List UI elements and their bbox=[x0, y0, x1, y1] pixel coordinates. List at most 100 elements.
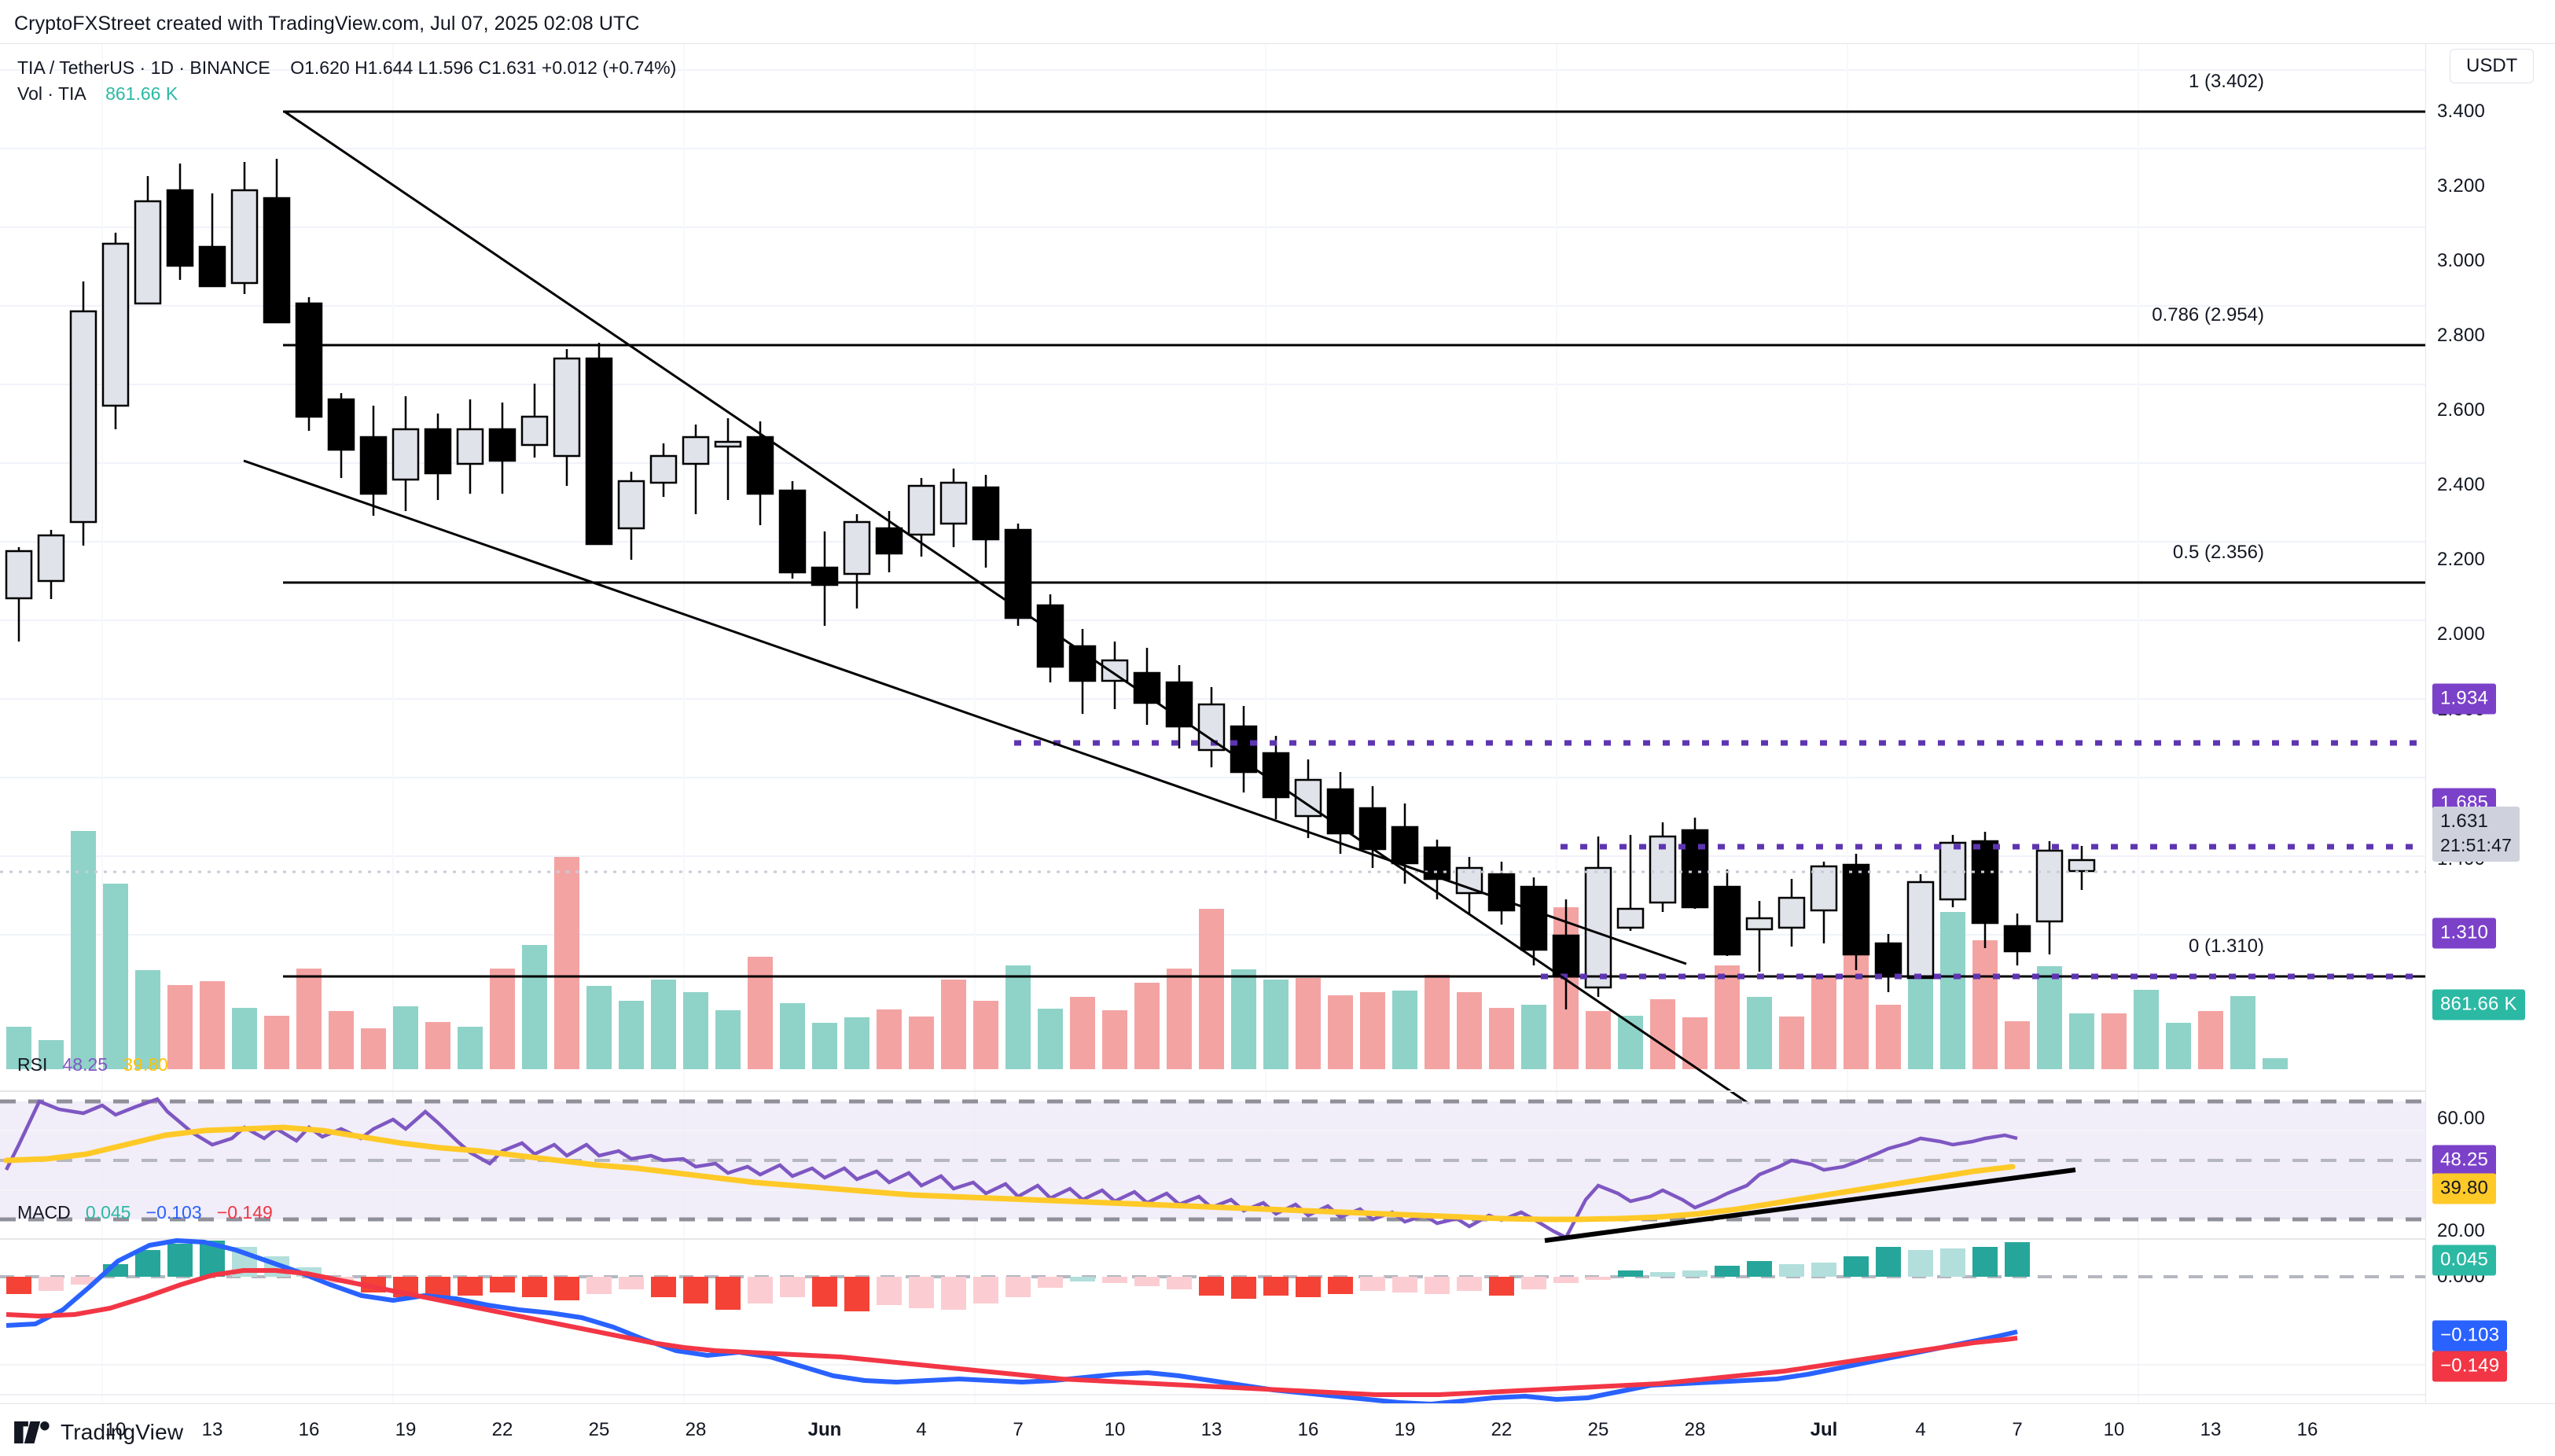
candle bbox=[553, 349, 581, 486]
candle bbox=[1842, 854, 1870, 970]
rsi-band-fill bbox=[0, 1101, 2425, 1219]
rsi-pane[interactable] bbox=[0, 1097, 2425, 1243]
candle bbox=[37, 530, 65, 599]
time-label-16: 25 bbox=[1587, 1419, 1609, 1440]
time-label-1: 10 bbox=[105, 1419, 127, 1440]
time-label-22: 13 bbox=[2200, 1419, 2222, 1440]
candle bbox=[2068, 846, 2096, 890]
price-badge-1310[interactable]: 1.310 bbox=[2432, 917, 2497, 949]
price-badge-last[interactable]: 1.631 21:51:47 bbox=[2432, 807, 2520, 862]
time-label-10: 7 bbox=[1013, 1419, 1024, 1440]
time-label-4: 19 bbox=[395, 1419, 417, 1440]
price-tick-2600: 2.600 bbox=[2437, 399, 2486, 421]
candlestick-series bbox=[5, 159, 2096, 1009]
rsi-ma-line bbox=[3, 1124, 2016, 1223]
candle bbox=[649, 443, 678, 497]
purple-level-lines[interactable] bbox=[1014, 740, 2425, 980]
macd-line bbox=[6, 1238, 2018, 1404]
price-tick-2400: 2.400 bbox=[2437, 474, 2486, 495]
candle bbox=[134, 176, 162, 305]
tradingview-logo-icon bbox=[14, 1421, 50, 1443]
candle bbox=[1552, 899, 1580, 1009]
candle bbox=[456, 399, 484, 494]
candle bbox=[1681, 818, 1709, 909]
time-label-3: 16 bbox=[298, 1419, 320, 1440]
attribution-text: CryptoFXStreet created with TradingView.… bbox=[14, 13, 640, 35]
candle bbox=[1101, 642, 1129, 709]
candle bbox=[714, 418, 742, 500]
candle bbox=[1423, 840, 1451, 899]
tradingview-wordmark: TradingView bbox=[61, 1420, 184, 1444]
candle bbox=[198, 193, 226, 288]
macd-badge-hist[interactable]: 0.045 bbox=[2432, 1245, 2497, 1276]
fib-label-0: 0 (1.310) bbox=[2188, 936, 2264, 957]
chart-frame: TIA / TetherUS · 1D · BINANCE O1.620 H1.… bbox=[0, 43, 2555, 1404]
price-gridlines bbox=[0, 69, 2425, 936]
currency-chip[interactable]: USDT bbox=[2450, 49, 2535, 83]
price-badge-1934[interactable]: 1.934 bbox=[2432, 683, 2497, 715]
time-label-20: 7 bbox=[2012, 1419, 2023, 1440]
candle bbox=[1036, 594, 1064, 682]
candle bbox=[263, 159, 291, 324]
rsi-tick-60: 60.00 bbox=[2437, 1108, 2486, 1129]
price-tick-2800: 2.800 bbox=[2437, 325, 2486, 346]
time-label-15: 22 bbox=[1491, 1419, 1513, 1440]
candle bbox=[1520, 877, 1548, 965]
candle bbox=[1133, 648, 1161, 725]
candle bbox=[811, 531, 839, 626]
candle bbox=[939, 469, 968, 547]
rsi-line bbox=[4, 1097, 2018, 1241]
candle bbox=[778, 481, 807, 579]
candle bbox=[1971, 832, 1999, 948]
candle bbox=[1777, 879, 1806, 947]
candle bbox=[1004, 524, 1032, 626]
candle bbox=[2003, 914, 2031, 965]
candle bbox=[1165, 665, 1193, 748]
candle bbox=[488, 403, 517, 494]
candle bbox=[875, 511, 903, 572]
volume-badge[interactable]: 861.66 K bbox=[2432, 989, 2525, 1020]
candle bbox=[1230, 706, 1258, 792]
descending-channel[interactable] bbox=[243, 110, 1750, 1105]
fib-level-lines[interactable] bbox=[283, 110, 2425, 978]
price-tick-2000: 2.000 bbox=[2437, 623, 2486, 645]
candle bbox=[69, 281, 97, 546]
price-badge-last-value: 1.631 bbox=[2440, 811, 2489, 832]
macd-badge-macd[interactable]: −0.103 bbox=[2432, 1320, 2508, 1351]
fib-label-0786: 0.786 (2.954) bbox=[2152, 304, 2264, 325]
candle bbox=[2035, 841, 2064, 954]
rsi-tick-20: 20.00 bbox=[2437, 1220, 2486, 1241]
time-label-5: 22 bbox=[491, 1419, 513, 1440]
tradingview-branding[interactable]: TradingView bbox=[14, 1420, 183, 1445]
rsi-badge-ma[interactable]: 39.80 bbox=[2432, 1173, 2497, 1204]
time-label-jun: Jun bbox=[807, 1419, 842, 1440]
candle bbox=[1649, 822, 1677, 912]
candle bbox=[1906, 874, 1935, 980]
chart-canvas[interactable] bbox=[0, 44, 2425, 1404]
candle bbox=[1616, 835, 1645, 931]
price-tick-3000: 3.000 bbox=[2437, 250, 2486, 271]
macd-pane[interactable] bbox=[0, 1238, 2425, 1404]
candle bbox=[1358, 786, 1387, 868]
candle bbox=[359, 406, 388, 516]
candle bbox=[746, 421, 774, 525]
price-badge-last-countdown: 21:51:47 bbox=[2440, 835, 2513, 855]
time-label-14: 19 bbox=[1394, 1419, 1416, 1440]
candle bbox=[1326, 772, 1355, 854]
time-label-11: 10 bbox=[1104, 1419, 1126, 1440]
candle bbox=[682, 425, 710, 514]
candle bbox=[1713, 870, 1741, 956]
rsi-trendline[interactable] bbox=[1544, 1167, 2076, 1243]
candle bbox=[424, 414, 452, 500]
price-axis[interactable]: USDT 3.400 3.200 3.000 2.800 2.600 2.400… bbox=[2425, 44, 2555, 1404]
plot-area[interactable] bbox=[0, 44, 2425, 1404]
time-axis[interactable]: 7 10 13 16 19 22 25 28 Jun 4 7 10 13 16 … bbox=[0, 1403, 2555, 1456]
candle bbox=[1874, 934, 1902, 992]
candle bbox=[617, 472, 645, 560]
candle bbox=[972, 475, 1000, 568]
macd-badge-signal[interactable]: −0.149 bbox=[2432, 1351, 2508, 1382]
price-tick-2200: 2.200 bbox=[2437, 549, 2486, 570]
rsi-badge-value[interactable]: 48.25 bbox=[2432, 1145, 2497, 1176]
price-tick-3200: 3.200 bbox=[2437, 175, 2486, 197]
